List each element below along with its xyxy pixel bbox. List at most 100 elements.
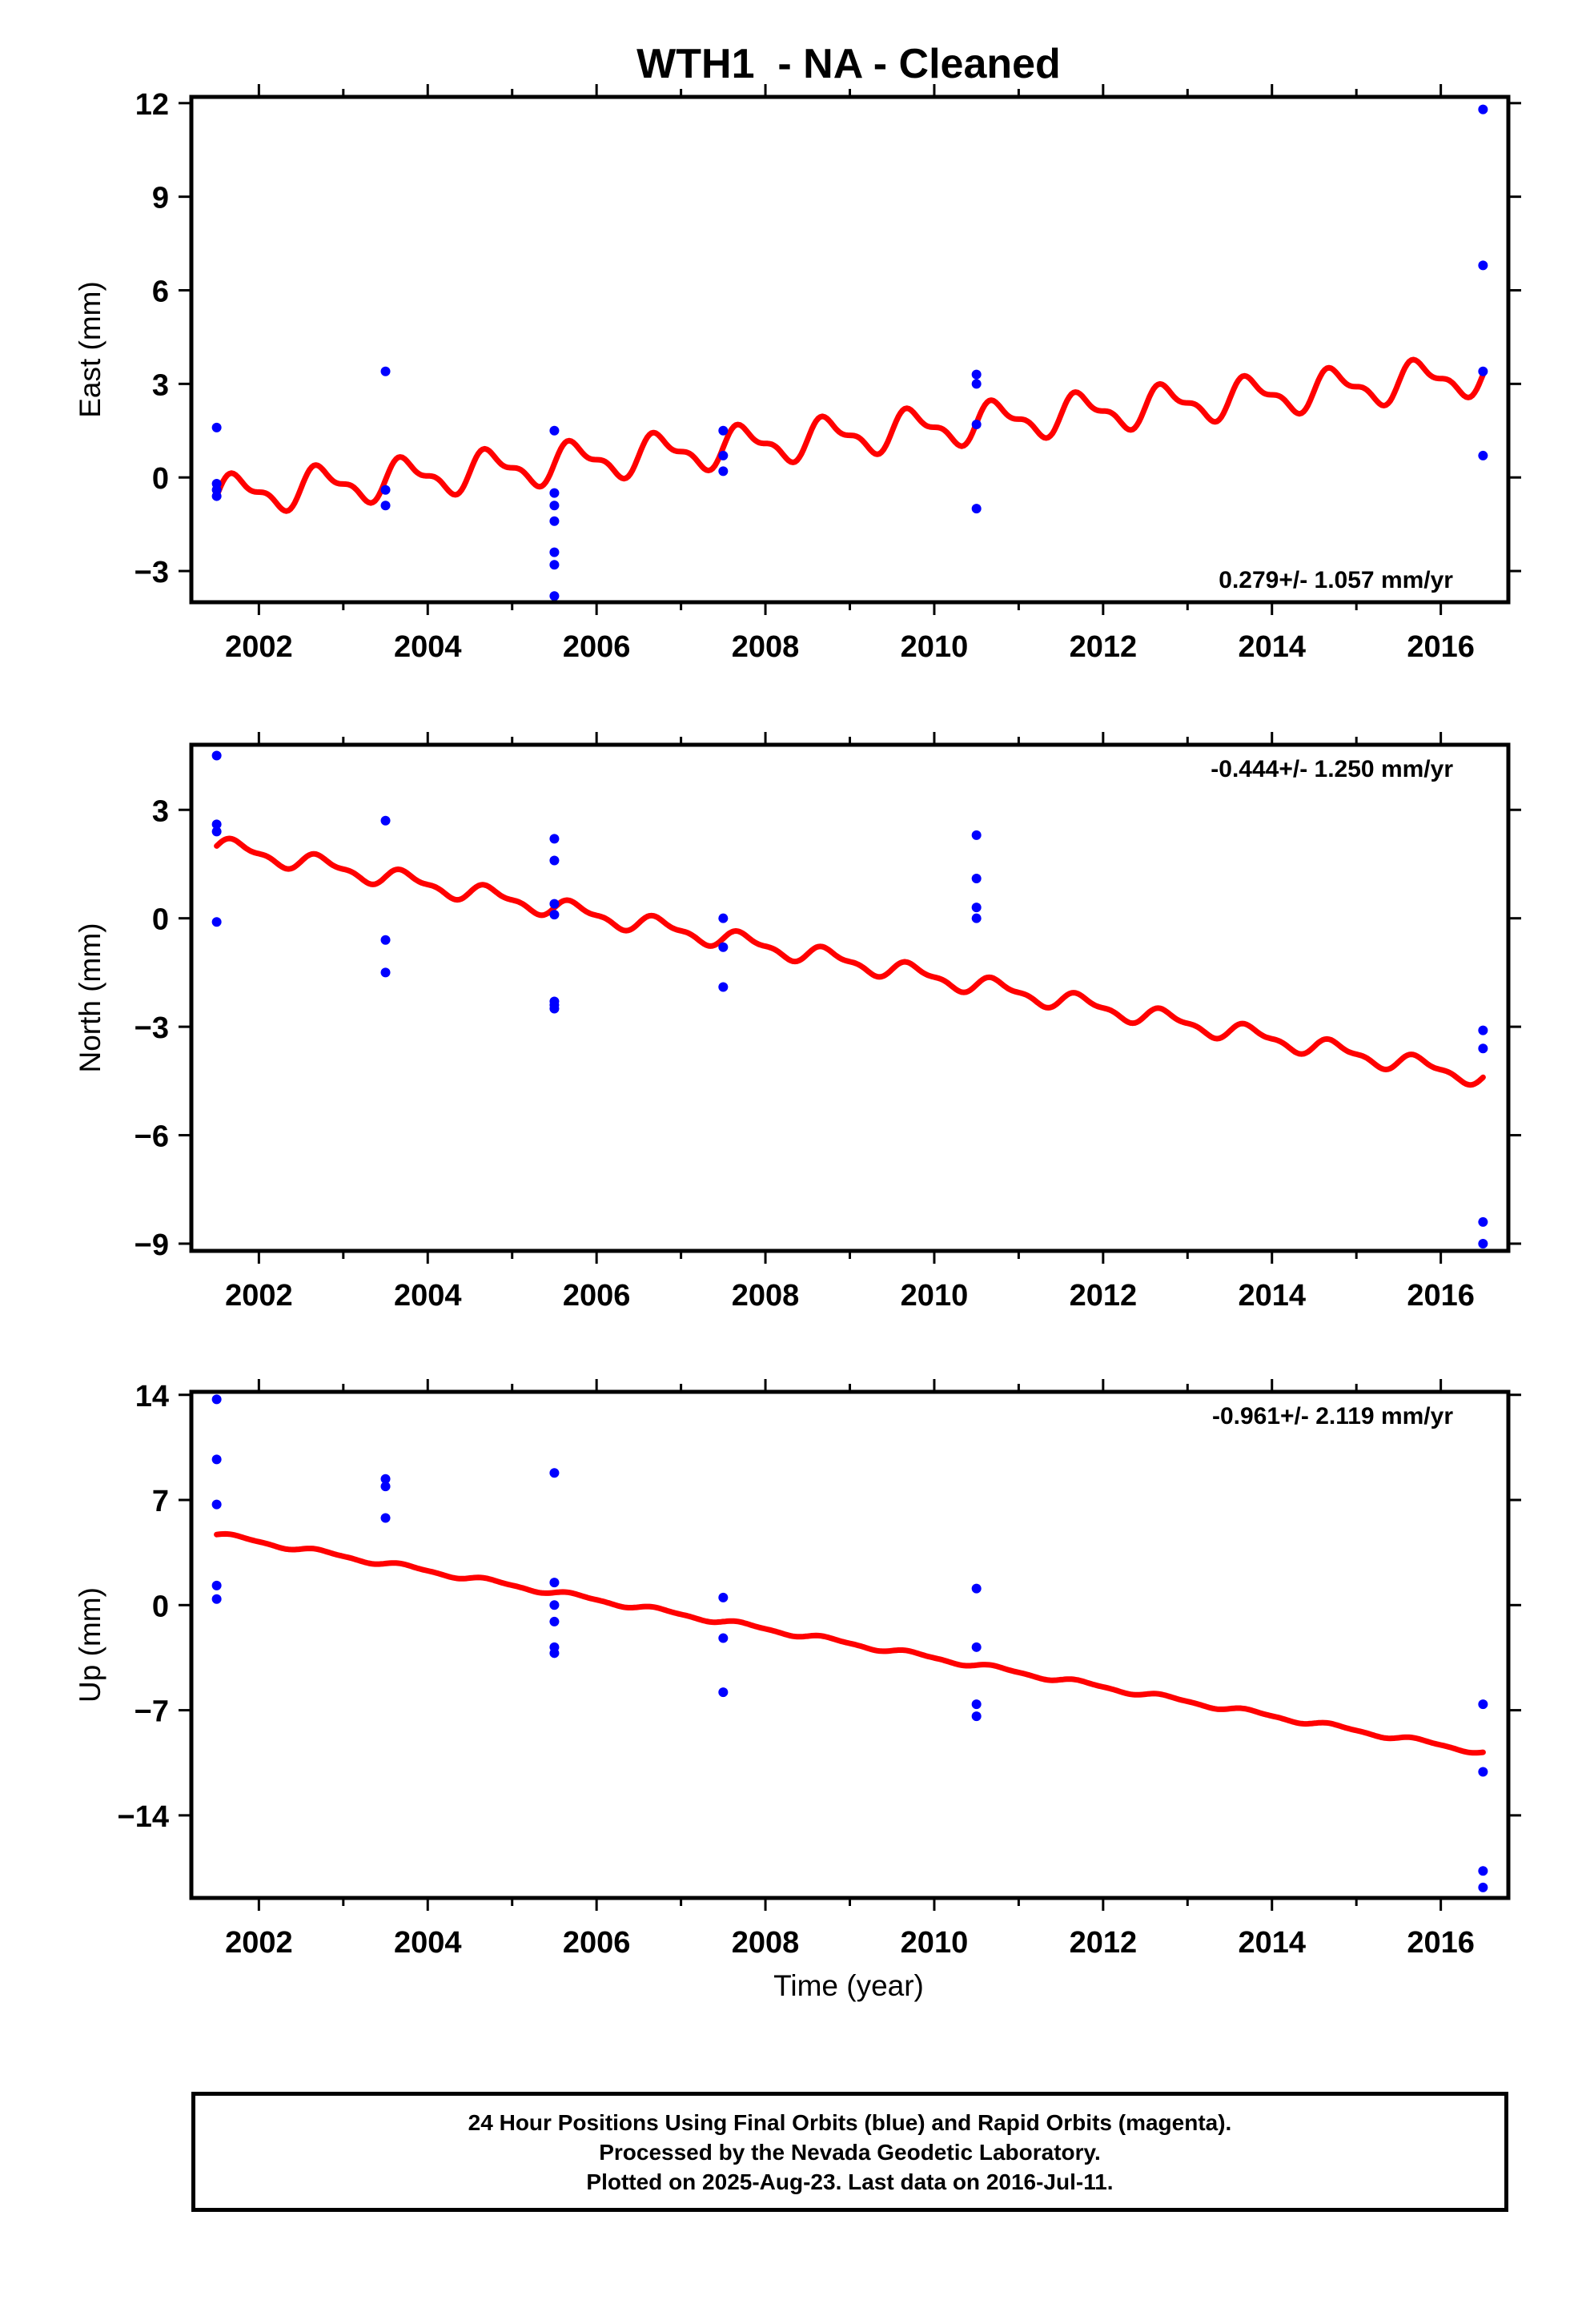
caption-line-orbits: 24 Hour Positions Using Final Orbits (bl…: [468, 2109, 1232, 2135]
up-rate-label: -0.961+/- 2.119 mm/yr: [1212, 1403, 1453, 1429]
up-data-point: [718, 1633, 729, 1643]
east-x-tick-label: 2002: [225, 630, 293, 664]
east-x-tick-label: 2006: [563, 630, 631, 664]
east-x-tick-label: 2014: [1238, 630, 1306, 664]
north-data-point: [549, 910, 560, 920]
figure-title: WTH1 - NA - Cleaned: [636, 41, 1061, 87]
up-data-point: [211, 1594, 222, 1604]
north-x-tick-label: 2014: [1238, 1279, 1306, 1313]
up-data-point: [1478, 1699, 1488, 1710]
up-data-point: [211, 1580, 222, 1590]
north-x-tick-label: 2010: [901, 1279, 969, 1313]
up-data-point: [549, 1616, 560, 1626]
north-data-point: [971, 830, 982, 840]
east-data-point: [549, 488, 560, 498]
north-data-point: [211, 750, 222, 761]
north-data-point: [971, 913, 982, 923]
east-data-point: [549, 547, 560, 557]
east-y-tick-label: −3: [135, 556, 169, 589]
up-data-point: [1478, 1767, 1488, 1777]
east-data-point: [549, 516, 560, 526]
x-axis-label: Time (year): [773, 1969, 924, 2002]
north-data-point: [380, 967, 391, 978]
north-x-tick-label: 2004: [394, 1279, 462, 1313]
up-x-tick-label: 2004: [394, 1926, 462, 1960]
up-data-point: [549, 1600, 560, 1610]
up-x-tick-label: 2012: [1070, 1926, 1138, 1960]
east-data-point: [1478, 104, 1488, 115]
east-plot-frame: [189, 94, 1511, 605]
north-y-tick-label: 3: [152, 794, 169, 828]
up-data-point: [718, 1592, 729, 1602]
north-data-point: [549, 1003, 560, 1014]
east-rate-label: 0.279+/- 1.057 mm/yr: [1219, 567, 1453, 593]
east-x-tick-label: 2016: [1407, 630, 1475, 664]
caption-box: 24 Hour Positions Using Final Orbits (bl…: [191, 2092, 1508, 2212]
up-plot-frame: [189, 1389, 1511, 1900]
north-data-point: [718, 942, 729, 952]
north-x-tick-label: 2012: [1070, 1279, 1138, 1313]
north-data-point: [549, 834, 560, 844]
up-data-point: [1478, 1882, 1488, 1892]
north-x-tick-label: 2002: [225, 1279, 293, 1313]
north-plot-frame: [189, 742, 1511, 1253]
east-data-point: [718, 450, 729, 460]
east-model-line: [214, 356, 1486, 514]
up-data-point: [971, 1642, 982, 1652]
east-data-point: [971, 369, 982, 380]
east-data-point: [380, 366, 391, 376]
east-data-point: [971, 504, 982, 514]
east-data-point: [971, 419, 982, 429]
up-x-tick-label: 2016: [1407, 1926, 1475, 1960]
north-x-tick-label: 2006: [563, 1279, 631, 1313]
up-x-tick-label: 2010: [901, 1926, 969, 1960]
east-y-tick-label: 9: [152, 182, 169, 215]
north-panel: North (mm) −9 −6 −3 0 3 2002 2004 2006 2008 2010 20…: [74, 732, 1521, 1313]
up-data-point: [380, 1513, 391, 1523]
north-data-point: [718, 913, 729, 923]
up-data-point: [549, 1648, 560, 1659]
east-data-point: [380, 501, 391, 511]
east-data-point: [211, 491, 222, 501]
east-data-point: [549, 501, 560, 511]
east-data-point: [718, 466, 729, 476]
north-data-point: [549, 855, 560, 866]
east-x-tick-label: 2012: [1070, 630, 1138, 664]
up-data-point: [718, 1687, 729, 1698]
east-y-tick-label: 6: [152, 275, 169, 308]
up-x-tick-label: 2006: [563, 1926, 631, 1960]
north-rate-label: -0.444+/- 1.250 mm/yr: [1211, 756, 1453, 782]
east-data-point: [1478, 450, 1488, 460]
up-x-tick-label: 2014: [1238, 1926, 1306, 1960]
east-data-point: [718, 425, 729, 436]
north-x-tick-label: 2016: [1407, 1279, 1475, 1313]
north-data-point: [1478, 1238, 1488, 1248]
up-data-point: [211, 1454, 222, 1465]
north-data-point: [718, 982, 729, 992]
north-data-point: [211, 819, 222, 830]
east-data-point: [549, 425, 560, 436]
east-data-point: [549, 560, 560, 570]
east-data-point: [1478, 260, 1488, 271]
up-y-tick-label: 14: [135, 1380, 169, 1413]
east-data-point: [380, 485, 391, 495]
north-data-point: [211, 826, 222, 837]
up-y-tick-label: 0: [152, 1590, 169, 1623]
east-y-tick-label: 12: [135, 88, 169, 122]
east-y-tick-label: 3: [152, 368, 169, 402]
up-data-point: [211, 1394, 222, 1405]
north-data-point: [211, 917, 222, 927]
north-data-point: [549, 899, 560, 909]
north-x-tick-label: 2008: [732, 1279, 800, 1313]
north-data-point: [1478, 1043, 1488, 1054]
north-data-point: [971, 903, 982, 913]
up-data-point: [971, 1711, 982, 1722]
north-data-point: [380, 815, 391, 826]
up-data-point: [380, 1482, 391, 1492]
east-y-axis-label: East (mm): [74, 281, 106, 418]
north-y-tick-label: −9: [135, 1228, 169, 1262]
up-y-tick-label: 7: [152, 1485, 169, 1518]
up-y-tick-label: −14: [118, 1800, 169, 1834]
up-data-point: [211, 1499, 222, 1510]
